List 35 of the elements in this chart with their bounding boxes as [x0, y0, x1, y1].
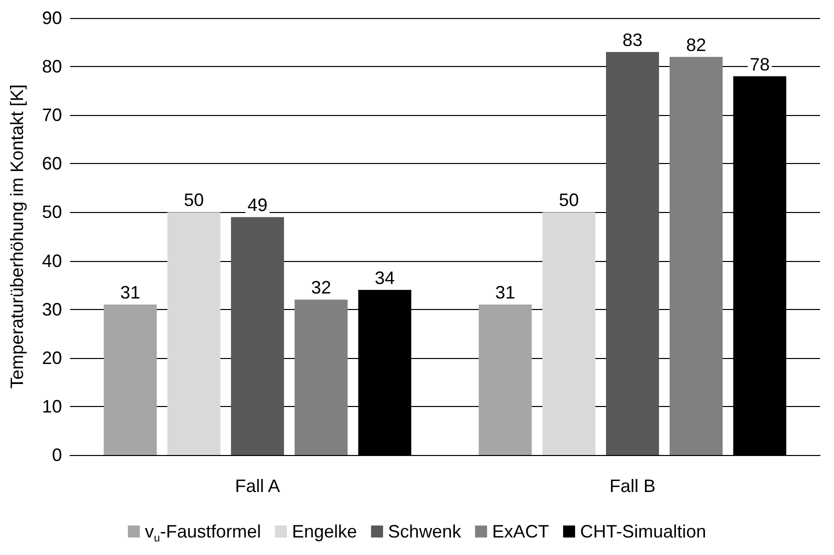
- legend-label: Engelke: [292, 522, 358, 542]
- x-tick-label: Fall B: [609, 476, 656, 496]
- data-label: 78: [750, 54, 770, 74]
- y-tick-label: 50: [42, 202, 62, 222]
- bar: [230, 217, 284, 455]
- y-tick-label: 40: [42, 250, 62, 271]
- y-axis-title: Temperaturüberhöhung im Kontakt [K]: [7, 84, 27, 389]
- y-tick-label: 0: [52, 445, 62, 465]
- data-label: 83: [622, 30, 643, 50]
- y-tick-label: 70: [42, 105, 62, 126]
- data-label: 31: [120, 282, 140, 302]
- legend-label: Schwenk: [388, 522, 462, 542]
- data-label: 32: [311, 278, 332, 298]
- bar: [478, 304, 532, 455]
- data-label: 50: [558, 190, 579, 210]
- x-tick-label: Fall A: [234, 476, 280, 496]
- bar: [104, 304, 157, 455]
- bar: [606, 52, 660, 455]
- y-tick-label: 60: [42, 154, 62, 174]
- y-tick-label: 80: [42, 56, 62, 77]
- legend-label: ExACT: [492, 522, 550, 542]
- data-label: 82: [686, 34, 706, 55]
- y-tick-label: 90: [42, 8, 62, 28]
- legend-label: CHT-Simualtion: [580, 522, 706, 542]
- bar: [670, 56, 723, 455]
- data-label: 34: [374, 268, 395, 288]
- y-tick-label: 20: [42, 348, 62, 368]
- bar: [542, 212, 596, 455]
- data-label: 49: [247, 195, 268, 216]
- data-label: 31: [495, 282, 516, 302]
- bar: [294, 300, 348, 455]
- y-tick-label: 10: [42, 396, 62, 416]
- data-label: 50: [184, 190, 204, 210]
- bar: [167, 212, 220, 455]
- y-tick-label: 30: [42, 299, 62, 320]
